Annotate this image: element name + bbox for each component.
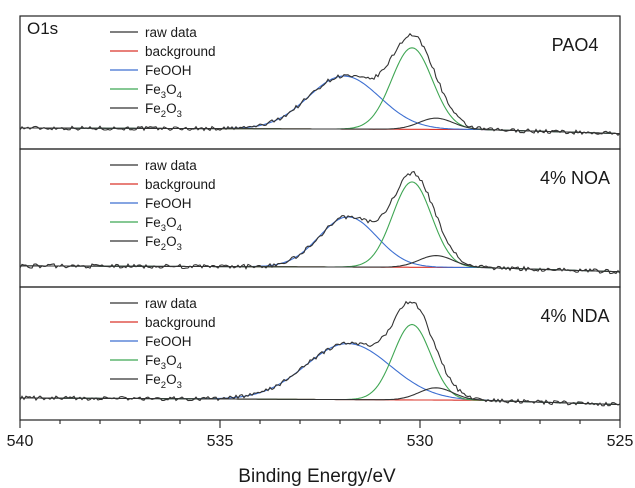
legend-entry: background (145, 177, 216, 192)
component-fe2o3-line (20, 117, 621, 135)
panel-frame (19, 286, 621, 421)
legend-entry: Fe3O4 (145, 353, 182, 372)
legend-entry: background (145, 315, 216, 330)
figure-label: O1s (27, 19, 58, 38)
legend-entry: Fe2O3 (145, 234, 182, 253)
legend-entry: FeOOH (145, 334, 192, 349)
x-tick-label: 530 (407, 433, 434, 450)
legend-entry: FeOOH (145, 63, 192, 78)
component-fe3o4-line (20, 47, 621, 135)
x-tick-label: 525 (607, 433, 634, 450)
legend-entry: FeOOH (145, 196, 192, 211)
raw-data-line (19, 170, 621, 275)
x-axis-label: Binding Energy/eV (238, 466, 396, 487)
raw-data-line (19, 300, 621, 407)
raw-data-line (19, 32, 621, 136)
legend-entry: raw data (145, 158, 197, 173)
legend-entry: Fe3O4 (145, 82, 182, 101)
component-fe3o4-line (19, 323, 621, 406)
component-fe3o4-line (20, 181, 620, 273)
legend-entry: raw data (145, 296, 197, 311)
legend-entry: Fe2O3 (145, 372, 182, 391)
legend-entry: background (145, 44, 216, 59)
x-axis: 540 535 530 525 (7, 420, 634, 450)
component-feooh-line (20, 75, 621, 135)
legend-entry: Fe3O4 (145, 215, 182, 234)
panel-label: 4% NDA (540, 306, 609, 326)
component-fe2o3-line (19, 387, 621, 406)
x-tick-label: 540 (7, 433, 34, 450)
component-fe2o3-line (20, 255, 620, 273)
x-tick-label: 535 (207, 433, 234, 450)
legend-entry: raw data (145, 25, 197, 40)
legend-entry: Fe2O3 (145, 101, 182, 120)
panel-label: PAO4 (552, 35, 599, 55)
panel-label: 4% NOA (540, 168, 610, 188)
component-feooh-line (20, 216, 620, 273)
